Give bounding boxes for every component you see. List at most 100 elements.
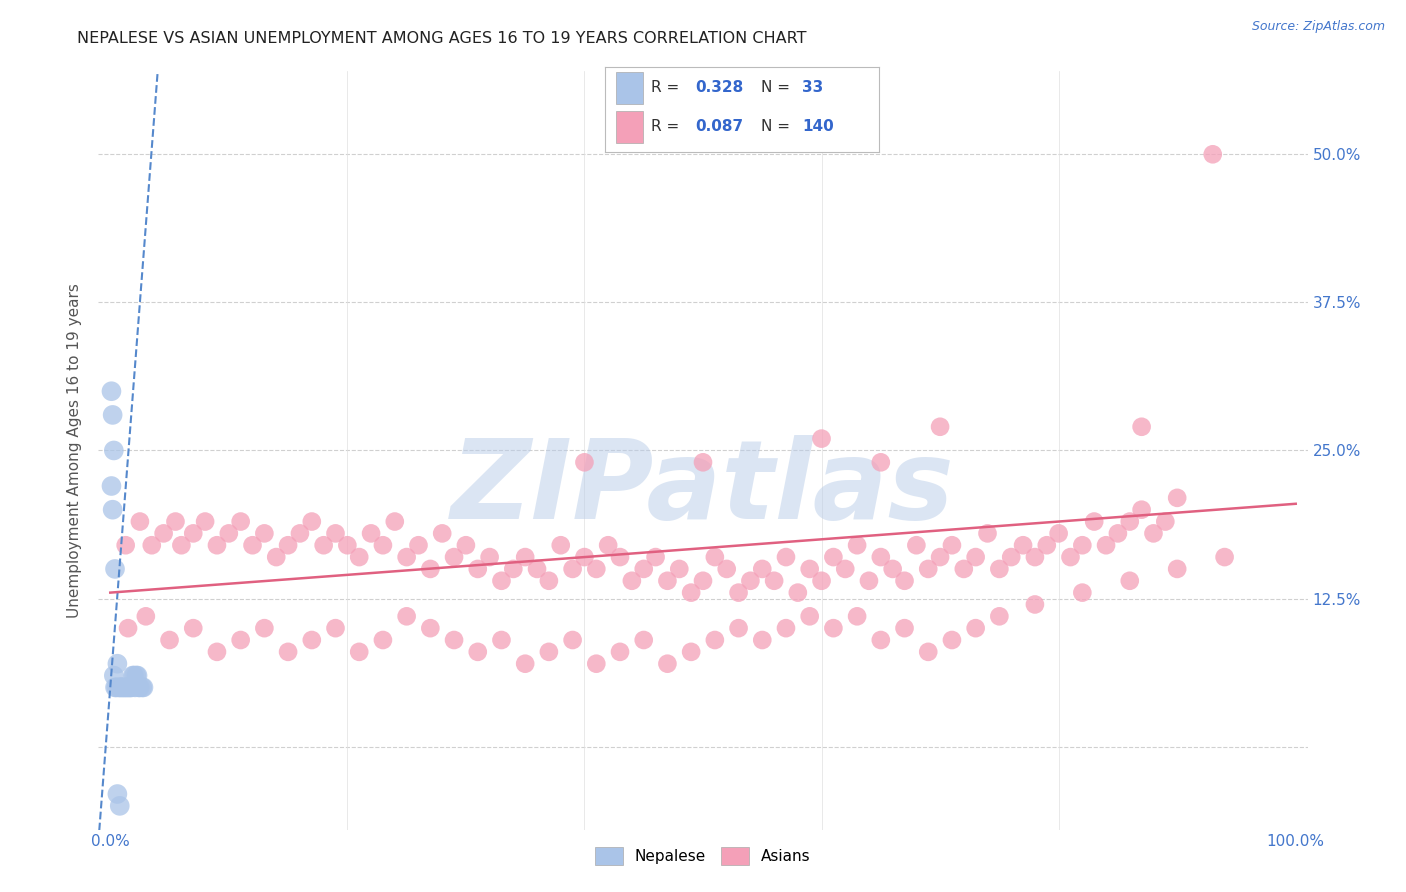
Point <box>834 562 856 576</box>
Point <box>751 633 773 648</box>
Point <box>118 681 141 695</box>
Point <box>965 550 987 565</box>
Point <box>336 538 359 552</box>
Point <box>574 455 596 469</box>
Point <box>491 574 513 588</box>
Point <box>858 574 880 588</box>
Point <box>882 562 904 576</box>
Point <box>988 562 1011 576</box>
Text: N =: N = <box>761 119 794 134</box>
Point <box>105 657 128 671</box>
Point <box>100 479 122 493</box>
Point <box>419 562 441 576</box>
Point <box>229 515 252 529</box>
Point <box>609 550 631 565</box>
Point <box>905 538 928 552</box>
Point <box>419 621 441 635</box>
Point <box>727 585 749 599</box>
Point <box>110 681 132 695</box>
Point <box>159 633 181 648</box>
Point <box>111 681 134 695</box>
Point <box>786 585 808 599</box>
Point <box>347 645 370 659</box>
Point <box>229 633 252 648</box>
Point <box>775 550 797 565</box>
Point <box>131 681 153 695</box>
Point <box>1083 515 1105 529</box>
Point <box>325 526 347 541</box>
Point <box>129 515 152 529</box>
Point <box>467 645 489 659</box>
Point <box>929 550 952 565</box>
Point <box>242 538 264 552</box>
Point <box>371 633 394 648</box>
Point <box>312 538 335 552</box>
Point <box>253 526 276 541</box>
Legend: Nepalese, Asians: Nepalese, Asians <box>589 841 817 871</box>
Point <box>550 538 572 552</box>
Point <box>467 562 489 576</box>
Point <box>585 657 607 671</box>
Point <box>117 621 139 635</box>
Point <box>965 621 987 635</box>
Point <box>727 621 749 635</box>
Point <box>101 408 124 422</box>
Text: NEPALESE VS ASIAN UNEMPLOYMENT AMONG AGES 16 TO 19 YEARS CORRELATION CHART: NEPALESE VS ASIAN UNEMPLOYMENT AMONG AGE… <box>77 31 807 46</box>
Point <box>515 657 537 671</box>
Point <box>703 550 725 565</box>
Point <box>408 538 430 552</box>
Point <box>395 550 418 565</box>
Point <box>703 633 725 648</box>
Point <box>165 515 187 529</box>
Text: N =: N = <box>761 79 794 95</box>
Point <box>432 526 454 541</box>
Text: R =: R = <box>651 79 685 95</box>
Point <box>132 681 155 695</box>
Point <box>218 526 240 541</box>
Point <box>1059 550 1081 565</box>
Point <box>181 526 204 541</box>
Point <box>633 633 655 648</box>
Point <box>108 798 131 813</box>
Point <box>384 515 406 529</box>
Point <box>1202 147 1225 161</box>
Point <box>121 681 143 695</box>
Text: 140: 140 <box>801 119 834 134</box>
Point <box>846 609 869 624</box>
Point <box>810 574 832 588</box>
Point <box>301 633 323 648</box>
Point <box>657 657 679 671</box>
Point <box>1071 585 1094 599</box>
Point <box>120 681 142 695</box>
Point <box>893 574 915 588</box>
Point <box>1095 538 1118 552</box>
Point <box>100 384 122 399</box>
Point <box>115 681 138 695</box>
Point <box>205 538 228 552</box>
Point <box>128 681 150 695</box>
Point <box>170 538 193 552</box>
Point <box>264 550 287 565</box>
Point <box>633 562 655 576</box>
Point <box>1119 515 1142 529</box>
Point <box>347 550 370 565</box>
Point <box>1119 574 1142 588</box>
Point <box>277 538 299 552</box>
Point <box>561 562 583 576</box>
Point <box>917 562 939 576</box>
Text: R =: R = <box>651 119 685 134</box>
Point <box>585 562 607 576</box>
Point <box>681 645 703 659</box>
Point <box>395 609 418 624</box>
Point <box>478 550 501 565</box>
Point <box>1071 538 1094 552</box>
Point <box>1130 419 1153 434</box>
Point <box>117 681 139 695</box>
Point <box>561 633 583 648</box>
Point <box>740 574 762 588</box>
Point <box>105 787 128 801</box>
Point <box>869 550 891 565</box>
Point <box>1166 562 1188 576</box>
Point <box>929 419 952 434</box>
Point <box>763 574 786 588</box>
